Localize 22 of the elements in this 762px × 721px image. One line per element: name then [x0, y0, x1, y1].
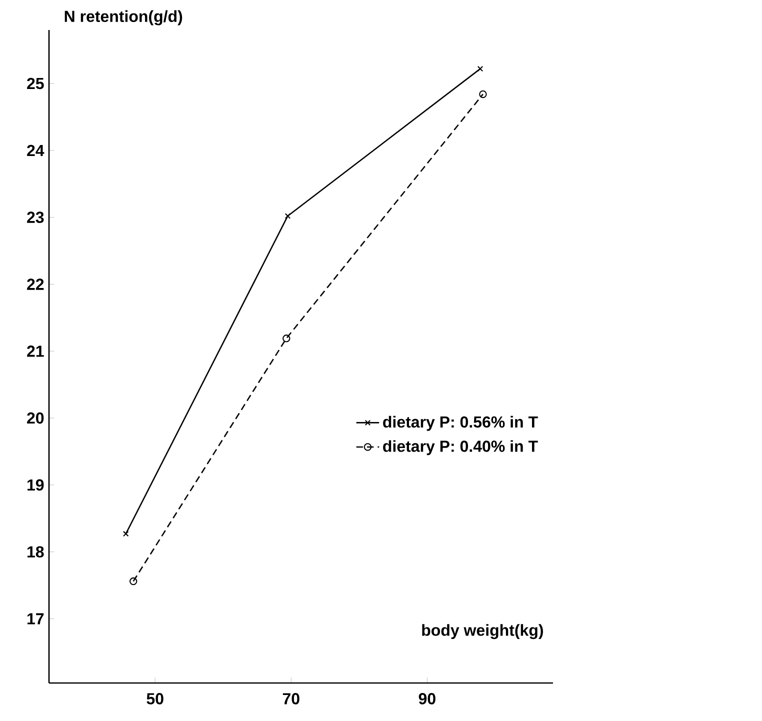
- y-tick-label: 22: [27, 278, 44, 290]
- y-tick-label: 17: [28, 613, 44, 624]
- y-tick-label: 23: [27, 212, 44, 224]
- y-tick-label: 24: [27, 144, 44, 156]
- point: [129, 577, 138, 586]
- point: [122, 530, 129, 537]
- y-tick-label: 19: [28, 479, 44, 491]
- x-tick-label: 90: [418, 693, 436, 704]
- point: [284, 213, 291, 219]
- point: [479, 90, 487, 98]
- legend-label: dietary P: 0.40% in T: [383, 440, 538, 456]
- point: [282, 334, 290, 342]
- point: [477, 66, 484, 72]
- x-tick-label: 70: [282, 693, 300, 704]
- y-tick-label: 18: [28, 546, 44, 558]
- y-axis-title: N retention(g/d): [64, 10, 182, 26]
- x-tick-label: 50: [146, 693, 164, 704]
- y-tick-label: 25: [27, 78, 44, 90]
- y-tick-label: 20: [27, 412, 44, 424]
- y-tick-label: 21: [27, 346, 44, 357]
- x-axis-title: body weight(kg): [422, 624, 543, 640]
- legend-label: dietary P: 0.56% in T: [383, 416, 538, 431]
